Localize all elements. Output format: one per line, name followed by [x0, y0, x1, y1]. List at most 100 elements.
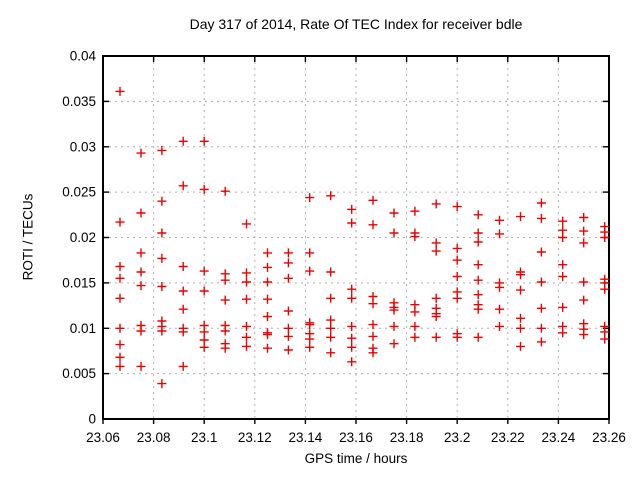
data-point	[558, 233, 568, 242]
data-point	[347, 333, 357, 343]
data-point	[115, 293, 125, 303]
data-point	[220, 275, 230, 285]
data-point	[220, 186, 230, 196]
data-point	[431, 312, 441, 321]
data-point	[536, 247, 546, 257]
data-point	[410, 321, 420, 331]
data-point	[347, 321, 357, 331]
data-point	[473, 304, 483, 314]
data-point	[157, 145, 167, 155]
x-tick-label: 23.26	[592, 430, 626, 445]
data-point	[536, 277, 546, 287]
data-point	[516, 285, 525, 295]
data-point	[431, 246, 441, 256]
data-point	[326, 348, 336, 358]
data-point	[579, 238, 589, 248]
data-point	[157, 326, 167, 336]
data-point	[516, 270, 525, 280]
data-point	[263, 294, 272, 304]
data-point	[410, 307, 420, 317]
data-point	[242, 321, 251, 331]
data-point	[495, 321, 504, 331]
data-point	[347, 284, 357, 294]
data-point	[600, 334, 610, 344]
data-point	[220, 343, 230, 353]
data-point	[242, 341, 251, 351]
x-tick-label: 23.12	[238, 430, 272, 445]
data-point	[199, 136, 209, 146]
data-point	[326, 267, 336, 277]
data-point	[242, 332, 251, 342]
data-point	[516, 212, 525, 222]
x-tick-label: 23.2	[444, 430, 470, 445]
data-point	[389, 305, 399, 315]
data-point	[410, 232, 420, 242]
data-point	[136, 281, 146, 291]
data-point	[431, 238, 441, 248]
data-point	[326, 191, 336, 201]
data-point	[516, 313, 525, 323]
data-point	[600, 284, 610, 294]
data-point	[305, 266, 315, 276]
data-point	[220, 326, 230, 336]
data-point	[242, 277, 251, 287]
data-point	[452, 272, 462, 281]
data-point	[115, 217, 125, 227]
data-point	[283, 248, 293, 258]
data-point	[473, 260, 483, 270]
data-point	[326, 315, 336, 325]
data-point	[199, 327, 209, 337]
data-point	[600, 233, 610, 242]
data-point	[389, 339, 399, 349]
y-tick-label: 0.01	[70, 321, 96, 336]
data-point	[178, 286, 188, 296]
data-point	[283, 273, 293, 283]
data-point	[452, 202, 462, 212]
data-point	[115, 352, 125, 362]
data-point	[136, 208, 146, 218]
data-point	[452, 332, 462, 342]
y-tick-label: 0	[88, 412, 96, 427]
data-point	[368, 331, 378, 341]
data-point	[495, 215, 504, 225]
data-point	[263, 312, 272, 321]
data-point	[347, 357, 357, 367]
data-point	[157, 282, 167, 291]
data-point	[368, 348, 378, 358]
data-point	[389, 208, 399, 218]
data-point	[579, 213, 589, 222]
x-axis-label: GPS time / hours	[304, 451, 408, 466]
x-tick-label: 23.1	[191, 430, 217, 445]
data-point	[283, 258, 293, 268]
data-point	[178, 136, 188, 146]
data-point	[473, 290, 483, 300]
data-point	[136, 267, 146, 277]
data-point	[536, 303, 546, 313]
data-point	[579, 226, 589, 236]
data-point	[347, 204, 357, 214]
data-point	[199, 286, 209, 296]
data-point	[452, 293, 462, 303]
data-point	[536, 323, 546, 333]
data-point	[305, 320, 315, 330]
data-point	[347, 342, 357, 352]
data-point	[283, 306, 293, 316]
data-point	[178, 327, 188, 337]
data-point	[558, 272, 568, 281]
data-point	[431, 332, 441, 342]
data-point	[516, 323, 525, 333]
data-point	[157, 196, 167, 206]
data-point	[347, 218, 357, 228]
data-point	[115, 262, 125, 271]
data-point	[473, 210, 483, 220]
y-tick-label: 0.04	[70, 49, 97, 64]
data-point	[452, 255, 462, 265]
data-point	[136, 326, 146, 336]
y-tick-label: 0.025	[62, 185, 96, 200]
data-point	[579, 330, 589, 340]
data-point	[283, 345, 293, 355]
data-point	[516, 341, 525, 351]
data-point	[178, 181, 188, 191]
data-point	[495, 229, 504, 239]
